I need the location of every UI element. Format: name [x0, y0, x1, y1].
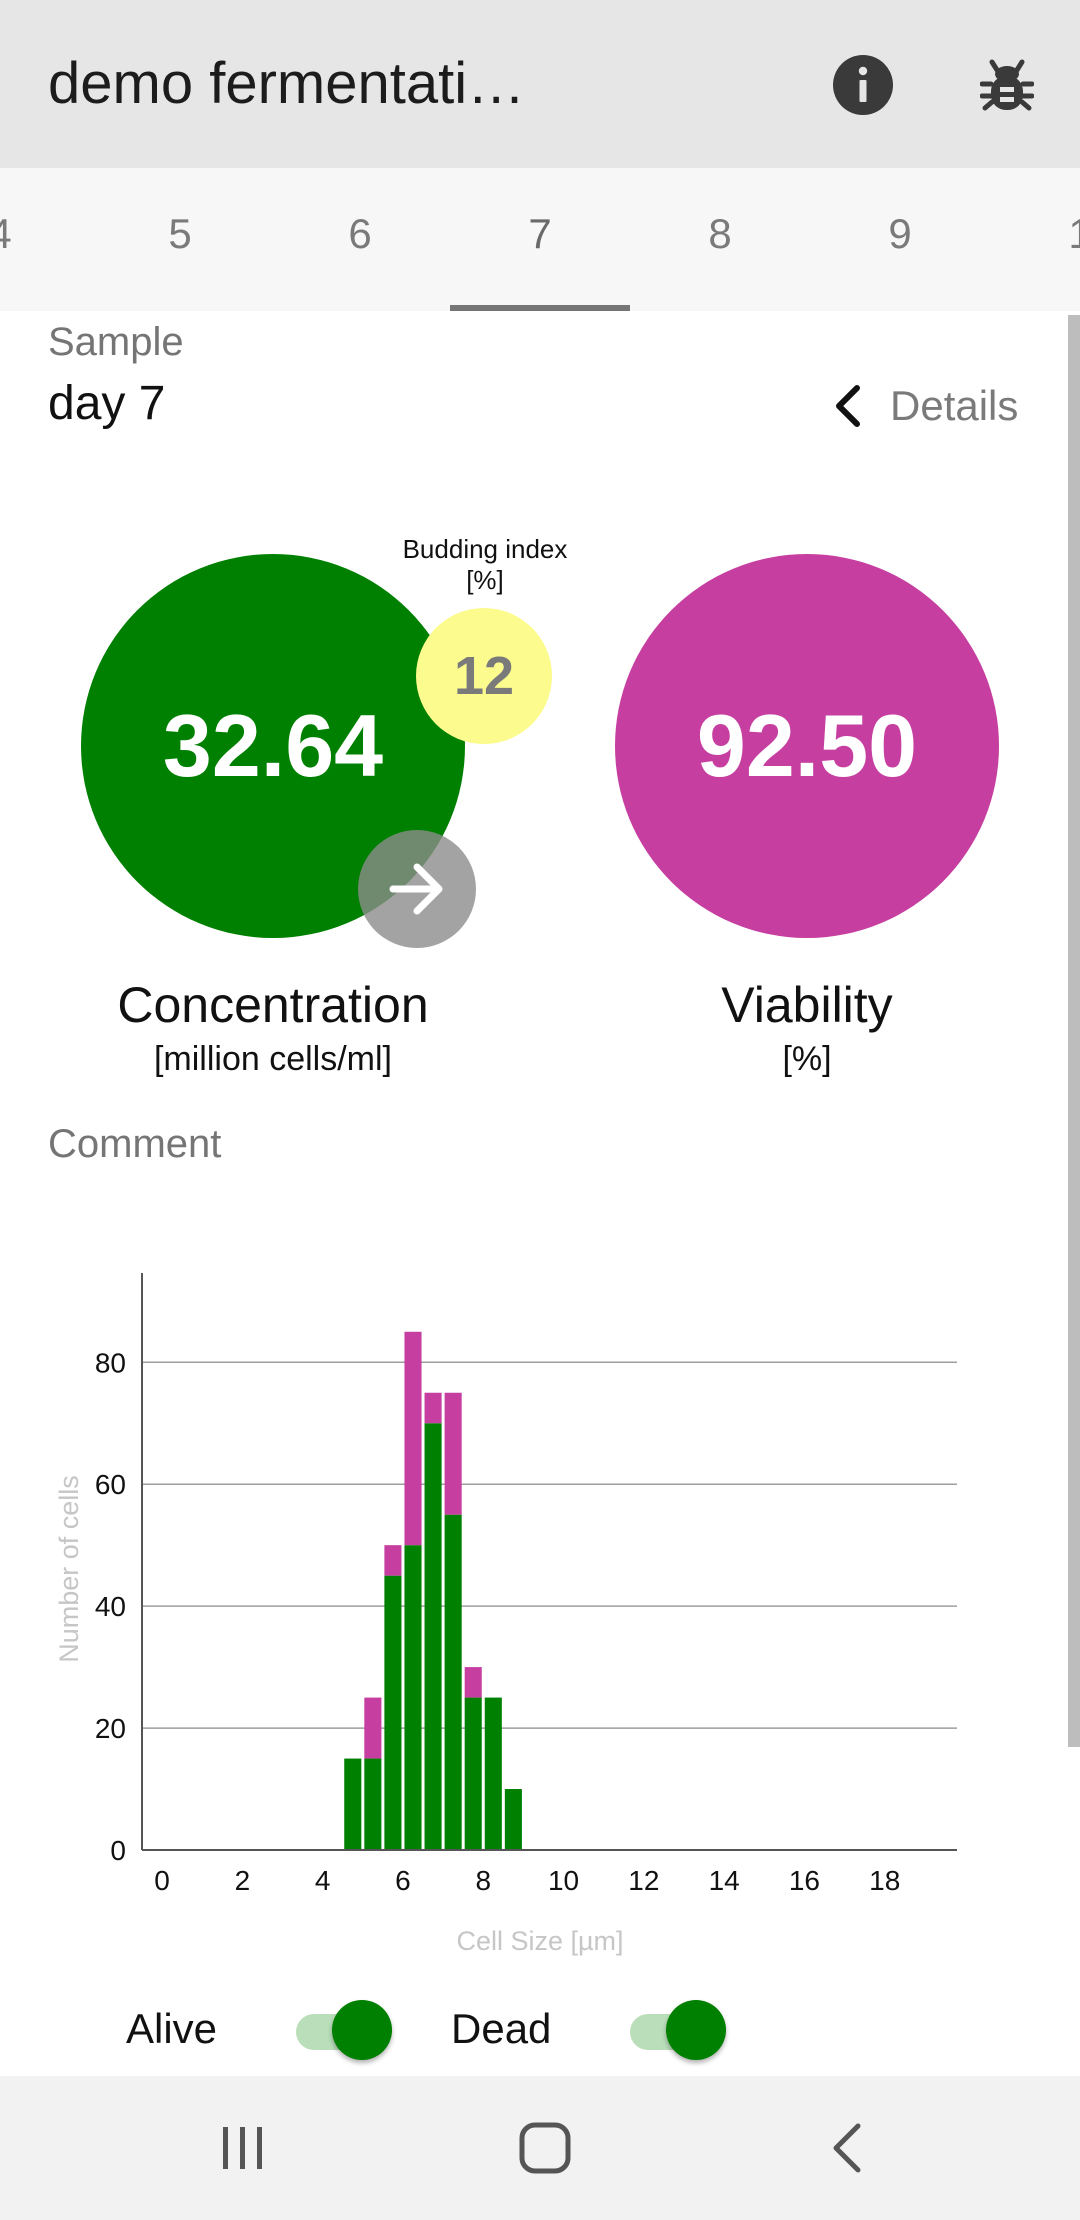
x-tick-label: 8: [475, 1865, 491, 1896]
tab-9[interactable]: 9: [888, 210, 912, 257]
histogram-bar-dead: [364, 1697, 382, 1759]
histogram-bar-alive: [484, 1697, 502, 1850]
viability-value: 92.50: [696, 696, 918, 795]
dead-toggle-thumb: [666, 2000, 726, 2060]
histogram-bar-dead: [444, 1392, 462, 1515]
histogram-bar-alive: [424, 1423, 442, 1850]
budding-index-label: Budding index [%]: [380, 534, 590, 596]
histogram-bar-dead: [384, 1545, 402, 1576]
x-tick-label: 10: [548, 1865, 579, 1896]
dead-toggle[interactable]: [630, 2000, 730, 2060]
tab-4[interactable]: 4: [0, 210, 90, 258]
x-tick-label: 12: [628, 1865, 659, 1896]
tab-10[interactable]: 1: [1068, 210, 1080, 257]
concentration-value: 32.64: [162, 696, 384, 795]
histogram-bar-alive: [444, 1514, 462, 1850]
histogram-bar-alive: [404, 1545, 422, 1850]
histogram-bar-dead: [404, 1331, 422, 1546]
x-tick-label: 0: [154, 1865, 170, 1896]
y-tick-label: 80: [95, 1347, 126, 1378]
recents-icon[interactable]: [203, 2108, 283, 2188]
concentration-caption: Concentration [million cells/ml]: [53, 976, 493, 1079]
chevron-left-icon: [836, 385, 860, 427]
sample-value: day 7: [48, 377, 166, 430]
tab-6[interactable]: 6: [348, 210, 372, 257]
alive-toggle-thumb: [332, 2000, 392, 2060]
open-detail-button[interactable]: [358, 830, 476, 948]
system-nav-bar: [0, 2076, 1080, 2220]
info-icon[interactable]: [828, 50, 898, 120]
budding-index-title: Budding index: [402, 534, 568, 564]
y-axis-title: Number of cells: [54, 1475, 84, 1663]
viability-unit: [%]: [782, 1040, 832, 1078]
dead-toggle-label: Dead: [451, 2005, 552, 2052]
y-tick-label: 60: [95, 1469, 126, 1500]
app-bar: demo fermentati…: [0, 0, 1080, 168]
histogram-bar-alive: [504, 1789, 522, 1850]
details-label: Details: [890, 382, 1019, 429]
sample-label: Sample: [48, 320, 184, 364]
back-icon[interactable]: [807, 2108, 887, 2188]
x-tick-label: 16: [789, 1865, 820, 1896]
bug-icon[interactable]: [972, 50, 1042, 120]
tab-7[interactable]: 7: [528, 210, 552, 257]
concentration-title: Concentration: [117, 977, 429, 1033]
viability-circle: 92.50: [615, 554, 999, 938]
viability-title: Viability: [721, 977, 893, 1033]
histogram-bar-alive: [364, 1758, 382, 1850]
alive-toggle-label: Alive: [126, 2005, 218, 2052]
tab-5[interactable]: 5: [168, 210, 192, 257]
x-axis-title: Cell Size [µm]: [456, 1926, 623, 1956]
budding-index-circle: 12: [416, 608, 552, 744]
x-tick-label: 18: [869, 1865, 900, 1896]
histogram-bar-alive: [384, 1575, 402, 1850]
x-tick-label: 14: [709, 1865, 740, 1896]
scrollbar[interactable]: [1068, 315, 1080, 1747]
budding-index-unit: [%]: [466, 565, 504, 595]
histogram-bar-alive: [344, 1758, 362, 1850]
alive-toggle[interactable]: [296, 2000, 396, 2060]
sample-tab-strip: 4 5 6 7 8 9 1: [0, 168, 1080, 311]
home-icon[interactable]: [505, 2108, 585, 2188]
details-button[interactable]: Details: [830, 378, 1018, 434]
concentration-unit: [million cells/ml]: [153, 1040, 393, 1078]
histogram-bar-dead: [424, 1392, 442, 1424]
cell-size-histogram: 0 20 40 60 80 0 2 4 6 8 10 12 14 16 18 Cell Size [µm] Nu…: [54, 1273, 957, 1956]
tab-8[interactable]: 8: [708, 210, 732, 257]
app-title: demo fermentati…: [48, 51, 526, 116]
y-tick-label: 0: [110, 1835, 126, 1866]
histogram-bar-alive: [464, 1697, 482, 1850]
comment-label: Comment: [48, 1122, 222, 1166]
x-tick-label: 2: [235, 1865, 251, 1896]
x-tick-label: 4: [315, 1865, 331, 1896]
arrow-right-icon: [389, 863, 443, 915]
histogram-bar-dead: [464, 1667, 482, 1698]
tab-indicator: [450, 305, 630, 311]
y-tick-label: 40: [95, 1591, 126, 1622]
x-tick-label: 6: [395, 1865, 411, 1896]
budding-index-value: 12: [453, 646, 515, 706]
viability-caption: Viability [%]: [587, 976, 1027, 1079]
y-tick-label: 20: [95, 1713, 126, 1744]
